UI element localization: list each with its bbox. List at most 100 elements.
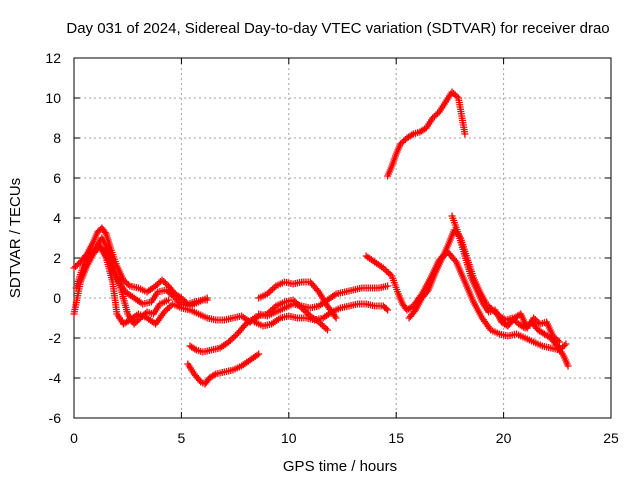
data-point	[232, 332, 240, 340]
data-point	[423, 288, 431, 296]
y-tick-label: 6	[53, 170, 61, 186]
data-point	[535, 319, 543, 326]
data-point	[210, 371, 218, 379]
data-point	[549, 332, 557, 340]
data-point	[181, 297, 189, 305]
x-tick-label: 10	[281, 430, 297, 446]
data-point	[155, 279, 163, 287]
data-point	[429, 114, 437, 122]
series-track-k	[384, 88, 469, 180]
x-tick-label: 5	[178, 430, 186, 446]
data-point	[400, 137, 408, 145]
series-track-j	[362, 248, 570, 354]
series-track-c	[72, 234, 173, 328]
data-point	[124, 281, 132, 288]
data-point	[313, 286, 321, 294]
grid	[74, 58, 611, 418]
data-point	[268, 285, 276, 293]
data-point	[130, 320, 138, 328]
y-tick-label: 4	[53, 210, 61, 226]
data-point	[396, 140, 404, 148]
data-point	[552, 335, 560, 343]
data-point	[384, 269, 392, 277]
series-track-e	[186, 314, 258, 356]
data-point	[382, 305, 390, 313]
data-point	[453, 93, 461, 100]
y-tick-label: 8	[53, 130, 61, 146]
x-tick-label: 0	[70, 430, 78, 446]
y-tick-label: 12	[45, 50, 61, 66]
data-point	[161, 279, 169, 287]
x-axis-label: GPS time / hours	[283, 458, 397, 475]
y-tick-label: 10	[45, 90, 61, 106]
data-point	[90, 246, 98, 254]
data-point	[255, 350, 263, 358]
data-point	[72, 263, 80, 270]
data-point	[551, 334, 559, 341]
series-track-i	[250, 300, 392, 330]
data-point	[164, 305, 172, 313]
data-point	[322, 324, 330, 332]
data-point	[153, 281, 161, 288]
data-point	[203, 294, 211, 302]
data-point	[132, 319, 140, 326]
x-tick-label: 20	[496, 430, 512, 446]
data-point	[123, 279, 131, 287]
y-tick-label: 2	[53, 250, 61, 266]
data-point	[560, 342, 568, 349]
data-point	[320, 323, 328, 331]
data-point	[165, 296, 173, 304]
data-point	[177, 294, 185, 302]
plot-frame	[73, 57, 612, 419]
data-point	[451, 256, 459, 264]
series-track-m	[448, 212, 563, 346]
data-point	[448, 88, 456, 96]
data-point	[450, 90, 458, 97]
data-point	[160, 278, 168, 285]
data-point	[384, 306, 392, 314]
data-point	[171, 294, 179, 302]
data-point	[332, 314, 340, 322]
data-point	[228, 335, 236, 343]
x-tick-label: 25	[603, 430, 619, 446]
series-track-h	[255, 282, 392, 320]
data-point	[554, 337, 562, 344]
data-point	[530, 314, 538, 322]
data-point	[451, 91, 459, 99]
data-point	[158, 276, 166, 284]
y-tick-label: -4	[49, 370, 62, 386]
data-point	[533, 317, 541, 325]
data-point	[562, 340, 570, 348]
data-point	[430, 113, 438, 120]
data-point	[318, 321, 326, 329]
data-point	[230, 333, 238, 341]
data-point	[408, 131, 416, 139]
data-point	[267, 287, 275, 295]
data-point	[191, 345, 199, 353]
data-point	[410, 308, 418, 316]
y-tick-label: 0	[53, 290, 61, 306]
data-point	[555, 338, 563, 346]
y-axis-label: SDTVAR / TECUs	[7, 178, 24, 298]
y-tick-label: -6	[49, 410, 62, 426]
data-point	[432, 111, 440, 119]
data-point	[398, 139, 406, 146]
series-track-d	[96, 242, 331, 334]
data-point	[323, 326, 331, 334]
data-point	[384, 282, 392, 290]
axis-ticks: 0 5 10 15 20 25 -6 -4 -2 0 2 4 6 8 10 12	[45, 50, 619, 446]
chart-title: Day 031 of 2024, Sidereal Day-to-day VTE…	[66, 20, 609, 37]
data-points	[70, 88, 572, 388]
data-point	[173, 296, 181, 303]
data-point	[564, 362, 572, 370]
data-point	[461, 130, 469, 138]
data-point	[152, 282, 160, 290]
series-track-f	[184, 350, 263, 388]
data-point	[531, 316, 539, 323]
x-tick-label: 15	[388, 430, 404, 446]
series-track-a	[70, 224, 211, 308]
data-point	[73, 261, 81, 269]
y-tick-label: -2	[49, 330, 62, 346]
data-point	[121, 278, 129, 285]
